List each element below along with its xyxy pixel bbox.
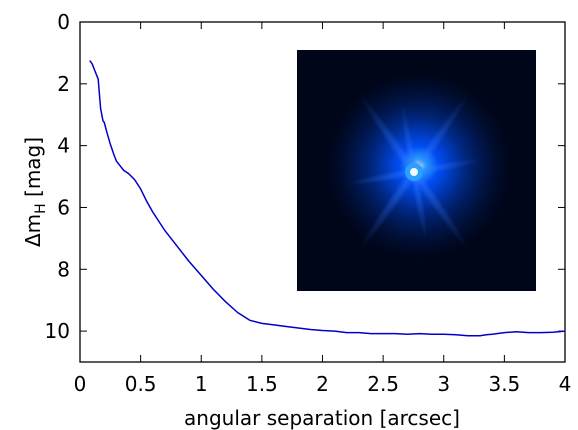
x-tick-label: 1 xyxy=(195,372,208,396)
y-tick-label: 10 xyxy=(45,319,70,343)
inset-psf-image xyxy=(297,50,536,291)
inset-star-center xyxy=(410,168,418,176)
y-axis-label: ΔmH [mag] xyxy=(21,137,49,247)
y-tick-label: 4 xyxy=(57,134,70,158)
contrast-curve-line xyxy=(89,60,566,337)
x-axis-label: angular separation [arcsec] xyxy=(184,406,460,430)
x-tick-label: 4 xyxy=(559,372,572,396)
y-axis-label-unit: [mag] xyxy=(21,137,45,203)
x-tick-label: 2 xyxy=(316,372,329,396)
y-tick-label: 2 xyxy=(57,72,70,96)
x-tick-label: 1.5 xyxy=(246,372,278,396)
y-axis-label-subscript: H xyxy=(33,203,49,214)
y-tick-label: 6 xyxy=(57,195,70,219)
axis-ticks xyxy=(79,21,566,362)
y-axis-tick-labels: 0 2 4 6 8 10 xyxy=(45,10,70,343)
x-tick-label: 3.5 xyxy=(488,372,520,396)
y-tick-label: 0 xyxy=(57,10,70,34)
x-tick-label: 0 xyxy=(74,372,87,396)
x-tick-label: 3 xyxy=(437,372,450,396)
y-tick-label: 8 xyxy=(57,257,70,281)
x-axis-tick-labels: 0 0.5 1 1.5 2 2.5 3 3.5 4 xyxy=(74,372,572,396)
y-axis-label-main: Δm xyxy=(21,214,45,247)
x-tick-label: 0.5 xyxy=(125,372,157,396)
x-tick-label: 2.5 xyxy=(367,372,399,396)
